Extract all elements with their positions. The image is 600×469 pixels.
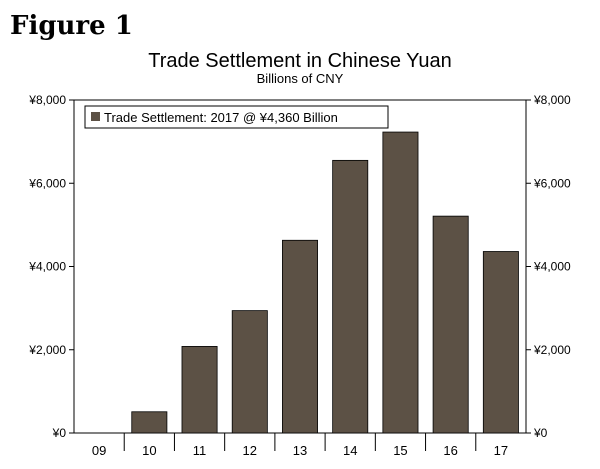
chart-subtitle: Billions of CNY (257, 71, 344, 86)
x-tick-label: 14 (343, 443, 357, 458)
bar (231, 310, 268, 434)
bar (382, 131, 419, 434)
x-tick-label: 15 (393, 443, 407, 458)
y-tick-label-right: ¥8,000 (533, 93, 571, 107)
x-tick-label: 09 (92, 443, 106, 458)
legend-box (84, 105, 389, 129)
bar (181, 346, 218, 434)
y-tick-label-right: ¥4,000 (533, 260, 571, 274)
bar (332, 159, 369, 434)
y-tick-label-left: ¥4,000 (28, 260, 66, 274)
y-tick-label-right: ¥0 (533, 426, 548, 440)
chart-title: Trade Settlement in Chinese Yuan (148, 50, 452, 72)
x-tick-label: 13 (293, 443, 307, 458)
y-tick-label-left: ¥0 (52, 426, 67, 440)
y-tick-label-left: ¥8,000 (28, 93, 66, 107)
figure-label: Figure 1 (10, 11, 133, 41)
bar (432, 215, 469, 434)
legend-label: Trade Settlement: 2017 @ ¥4,360 Billion (104, 110, 338, 125)
legend: Trade Settlement: 2017 @ ¥4,360 Billion (84, 105, 389, 129)
right-y-axis: ¥0 ¥2,000 ¥4,000 ¥6,000 ¥8,000 (526, 93, 571, 440)
y-tick-label-left: ¥6,000 (28, 176, 66, 190)
legend-swatch (91, 112, 100, 121)
left-y-axis: ¥0 ¥2,000 ¥4,000 ¥6,000 ¥8,000 (28, 93, 74, 440)
y-tick-label-right: ¥2,000 (533, 343, 571, 357)
x-tick-label: 10 (142, 443, 156, 458)
bar (282, 239, 318, 434)
x-tick-label: 17 (494, 443, 508, 458)
x-tick-label: 11 (193, 443, 207, 458)
x-tick-label: 16 (443, 443, 457, 458)
y-tick-label-right: ¥6,000 (533, 176, 571, 190)
bar (482, 251, 519, 434)
x-tick-label: 12 (243, 443, 257, 458)
bars (131, 131, 519, 434)
y-tick-label-left: ¥2,000 (28, 343, 66, 357)
bar (131, 411, 168, 434)
x-axis: 09 10 11 12 13 14 15 16 17 (92, 433, 508, 458)
